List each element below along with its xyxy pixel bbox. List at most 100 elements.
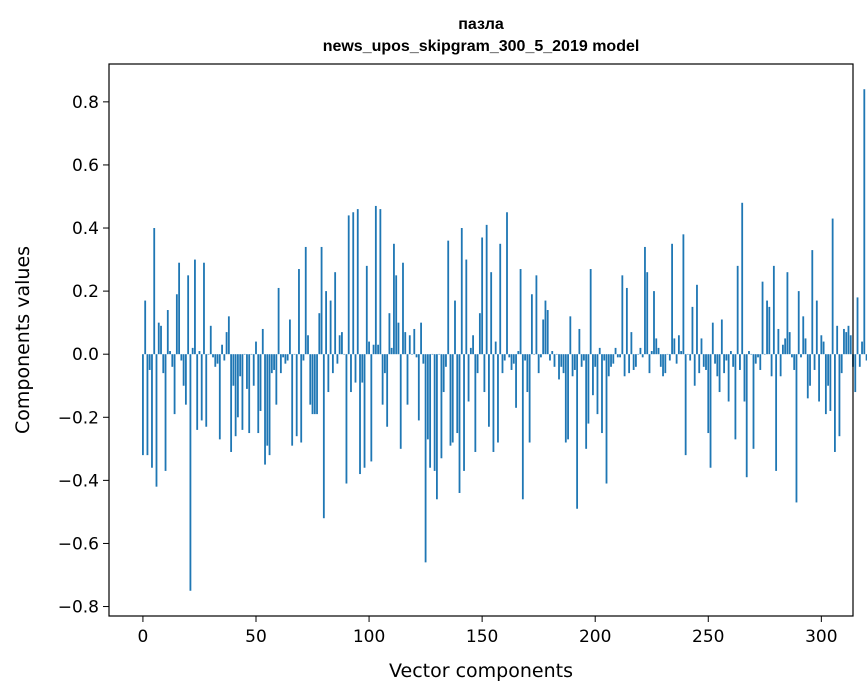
bar: [252, 354, 255, 386]
bar: [336, 354, 339, 364]
bar: [506, 212, 508, 355]
bar: [551, 351, 554, 355]
bar: [286, 354, 289, 361]
bar: [381, 354, 384, 405]
bar: [447, 240, 450, 355]
bar: [397, 322, 400, 355]
bar: [809, 354, 811, 386]
bar: [372, 344, 375, 355]
bar: [592, 354, 594, 396]
bar: [540, 354, 542, 358]
bar: [399, 354, 402, 449]
bar: [239, 354, 242, 377]
bar: [641, 354, 644, 358]
bar: [702, 354, 705, 367]
bar: [573, 354, 576, 370]
bar: [598, 347, 601, 355]
bar: [791, 354, 793, 358]
bar: [359, 354, 361, 475]
bar: [485, 224, 488, 355]
bar: [275, 354, 278, 405]
bar: [250, 353, 253, 355]
bar: [571, 354, 574, 377]
bar: [456, 354, 459, 434]
bar: [313, 354, 316, 415]
x-tick-label: 50: [245, 627, 267, 647]
bar: [526, 354, 529, 393]
bar: [318, 313, 321, 355]
bar: [205, 354, 208, 427]
bar: [445, 354, 447, 367]
bar: [515, 354, 517, 408]
bar: [605, 354, 608, 484]
bar: [338, 335, 341, 355]
bar: [377, 344, 380, 355]
bar: [648, 354, 651, 374]
bar: [847, 325, 850, 355]
bar: [763, 353, 766, 355]
bar: [503, 354, 506, 361]
bar: [343, 353, 346, 355]
bar: [225, 332, 228, 355]
bar: [232, 354, 235, 386]
bar: [341, 332, 343, 355]
bar: [309, 354, 312, 405]
bar: [508, 354, 511, 358]
bar: [481, 237, 484, 355]
bar: [535, 275, 538, 355]
bar: [838, 354, 841, 437]
bar: [512, 354, 515, 364]
bar: [659, 354, 662, 367]
bar: [682, 234, 685, 355]
bar: [191, 347, 194, 355]
bar: [162, 354, 165, 374]
bar: [151, 354, 153, 468]
bar: [388, 313, 391, 355]
bar: [279, 354, 282, 374]
bar: [187, 275, 190, 355]
bar: [325, 291, 327, 355]
bar: [189, 354, 192, 591]
bar: [777, 328, 780, 355]
bar: [625, 287, 628, 355]
x-tick-label: 0: [138, 627, 149, 647]
bar: [856, 297, 859, 355]
bar: [196, 354, 199, 430]
bars-group: [142, 89, 867, 591]
bar: [657, 347, 660, 355]
bar: [198, 351, 201, 355]
bar: [289, 319, 291, 355]
chart-subtitle: news_upos_skipgram_300_5_2019 model: [323, 38, 640, 55]
bar: [684, 354, 687, 456]
bar: [795, 354, 798, 503]
bar: [282, 354, 285, 358]
bar: [368, 341, 370, 355]
bar: [845, 332, 848, 355]
bar: [827, 354, 830, 386]
bar: [227, 316, 230, 355]
bar: [438, 353, 441, 355]
bar: [797, 291, 800, 355]
bar: [734, 354, 737, 440]
bar: [743, 354, 746, 402]
bar: [291, 354, 294, 446]
bar: [567, 354, 569, 440]
bar: [304, 246, 307, 355]
bar: [687, 353, 689, 355]
bar: [524, 354, 526, 361]
bar: [800, 354, 802, 358]
y-tick-label: 0.0: [72, 345, 99, 365]
bar: [698, 354, 701, 374]
bar: [316, 354, 318, 415]
bar: [284, 354, 287, 364]
bar: [781, 344, 784, 355]
bar: [173, 354, 176, 415]
bar: [426, 354, 429, 440]
bar: [370, 354, 373, 462]
y-tick-label: 0.6: [72, 156, 99, 176]
bar: [424, 354, 427, 563]
bar: [259, 354, 262, 411]
bar: [320, 246, 323, 355]
bar: [775, 354, 778, 471]
bar: [492, 354, 495, 452]
